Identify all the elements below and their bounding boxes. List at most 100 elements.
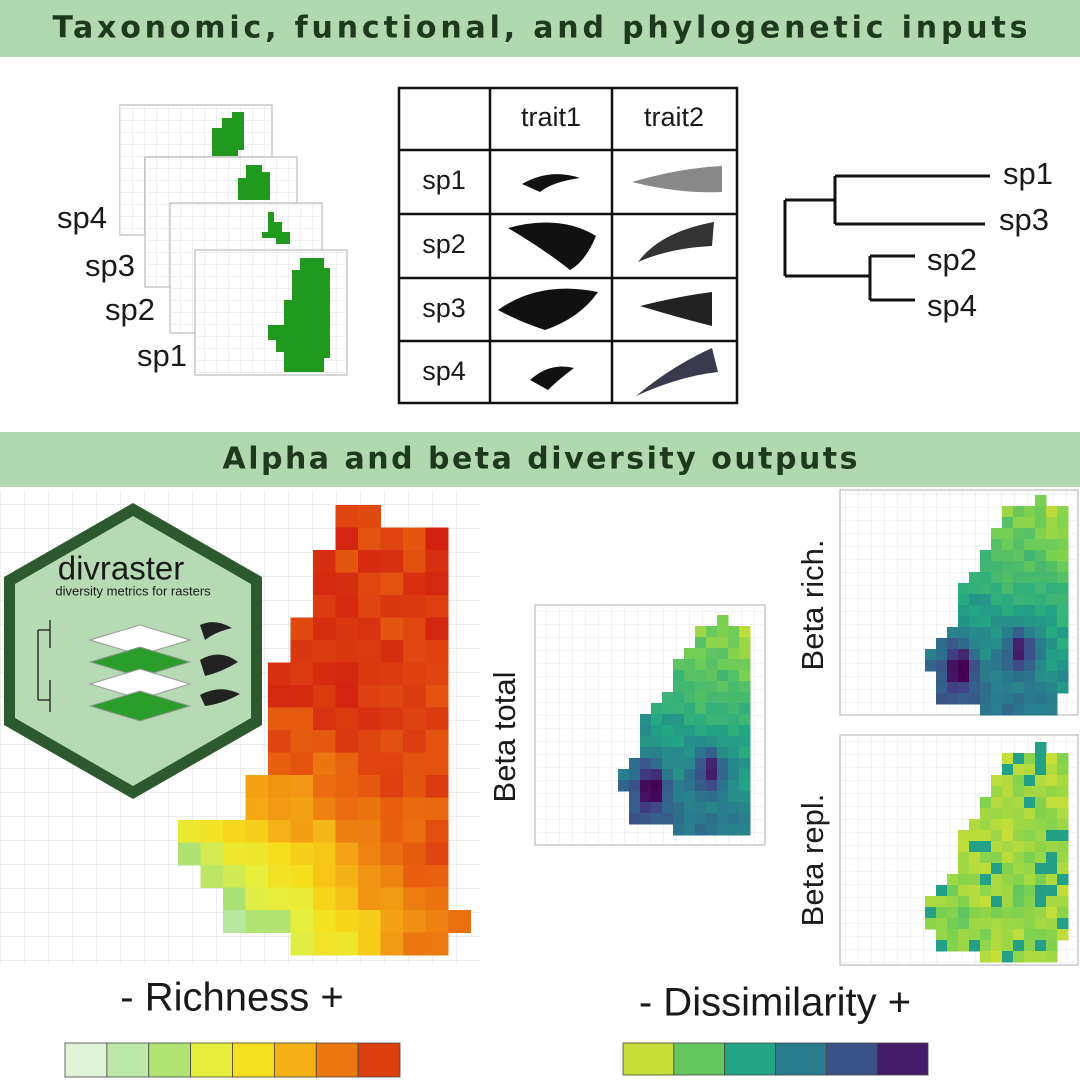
raster-cell (1024, 550, 1036, 562)
raster-cell (684, 758, 696, 770)
raster-cell (1046, 951, 1058, 963)
raster-cell (1024, 528, 1036, 540)
raster-cell (728, 637, 740, 649)
raster-cell (1013, 660, 1025, 672)
legend-swatch (622, 1042, 675, 1076)
raster-cell (380, 707, 404, 731)
raster-cell (662, 725, 674, 737)
raster-cell (695, 648, 707, 660)
raster-cell (313, 820, 336, 843)
raster-cell (706, 769, 718, 781)
raster-cell (958, 605, 970, 617)
raster-cell (1057, 616, 1069, 628)
raster-cell (425, 685, 449, 708)
raster-cell (717, 813, 729, 825)
raster-cell (936, 885, 948, 897)
raster-cell (335, 527, 359, 551)
raster-cell (936, 693, 948, 705)
raster-cell (980, 550, 992, 562)
raster-cell (969, 671, 981, 683)
raster-cell (728, 670, 740, 682)
raster-cell (290, 865, 314, 888)
raster-cell (728, 725, 740, 737)
raster-cell (313, 775, 336, 798)
raster-cell (358, 527, 381, 551)
raster-cell (1024, 918, 1036, 930)
raster-cell (380, 662, 404, 686)
raster-cell (925, 896, 937, 908)
raster-cell (673, 747, 685, 759)
raster-cell (358, 842, 381, 866)
raster-cell (1046, 572, 1058, 584)
raster-cell (684, 802, 696, 814)
raster-cell (991, 786, 1003, 798)
raster-cell (684, 725, 696, 737)
raster-cell (662, 758, 674, 770)
raster-cell (618, 780, 630, 792)
raster-cell (717, 637, 729, 649)
raster-cell (1057, 830, 1069, 842)
raster-cell (1024, 786, 1036, 798)
raster-cell (717, 780, 729, 792)
raster-cell (728, 802, 740, 814)
raster-cell (245, 820, 269, 843)
legend-swatch (148, 1042, 192, 1078)
raster-cell (223, 910, 246, 933)
beta-maps (618, 495, 1069, 963)
raster-cell (1013, 605, 1025, 617)
raster-cell (1046, 660, 1058, 672)
raster-cell (1024, 852, 1036, 864)
raster-cell (245, 865, 269, 888)
raster-cell (1057, 605, 1069, 617)
raster-cell (958, 649, 970, 661)
wing-icon (508, 222, 596, 270)
section-title: Taxonomic, functional, and phylogenetic … (53, 11, 1028, 46)
raster-cell (1046, 775, 1058, 787)
raster-cell (358, 505, 381, 528)
raster-cell (958, 830, 970, 842)
raster-cell (969, 583, 981, 595)
raster-cell (1046, 753, 1058, 765)
raster-cell (662, 791, 674, 803)
raster-cell (684, 747, 696, 759)
raster-cell (313, 865, 336, 888)
raster-cell (969, 940, 981, 952)
raster-cell (245, 775, 269, 798)
raster-cell (1002, 649, 1014, 661)
raster-cell (1046, 561, 1058, 573)
raster-cell (425, 527, 449, 551)
raster-cell (991, 671, 1003, 683)
raster-cell (728, 681, 740, 693)
raster-cell (313, 842, 336, 866)
raster-cell (1013, 918, 1025, 930)
table-lines (399, 88, 737, 403)
raster-cell (651, 714, 663, 726)
raster-cell (991, 852, 1003, 864)
raster-cell (1057, 753, 1069, 765)
raster-cell (947, 907, 959, 919)
range (212, 112, 244, 156)
raster-cell (991, 830, 1003, 842)
raster-cell (969, 693, 981, 705)
raster-cell (1013, 753, 1025, 765)
raster-cell (695, 791, 707, 803)
raster-cell (695, 626, 707, 638)
raster-cell (1057, 583, 1069, 595)
raster-cell (1057, 517, 1069, 529)
raster-cell (1024, 671, 1036, 683)
raster-cell (1057, 764, 1069, 776)
raster-cell (739, 802, 751, 814)
raster-cell (739, 714, 751, 726)
raster-cell (640, 813, 652, 825)
raster-cell (1024, 627, 1036, 639)
raster-cell (1057, 506, 1069, 518)
raster-cell (980, 819, 992, 831)
raster-cell (425, 865, 449, 888)
raster-cell (425, 730, 449, 753)
raster-cell (717, 670, 729, 682)
raster-cell (684, 736, 696, 748)
raster-cell (335, 617, 359, 641)
raster-cell (1013, 638, 1025, 650)
raster-cell (1046, 682, 1058, 694)
raster-cell (662, 769, 674, 781)
